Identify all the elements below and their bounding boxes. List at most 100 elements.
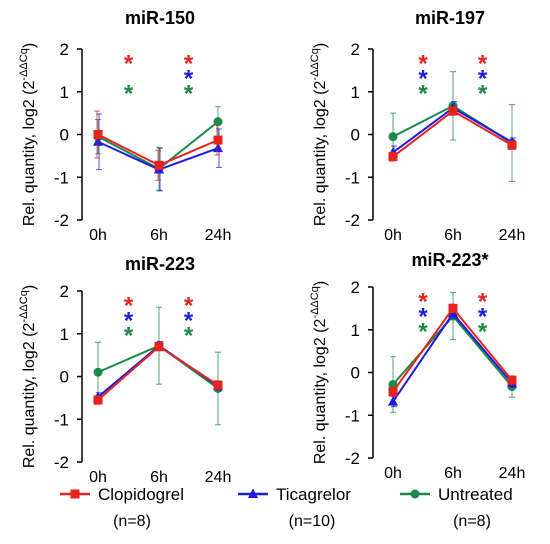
data-point: [388, 379, 398, 389]
chart-title: miR-150: [125, 8, 195, 28]
x-tick-label: 0h: [89, 469, 107, 486]
data-point: [388, 396, 398, 406]
y-tick-label: -1: [54, 168, 69, 187]
significance-star: *: [184, 66, 194, 93]
significance-star: *: [418, 319, 428, 346]
significance-star: *: [124, 323, 134, 350]
x-tick-label: 0h: [384, 227, 402, 244]
y-tick-label: -2: [345, 449, 360, 468]
y-tick-label: 1: [351, 321, 360, 340]
x-tick-label: 24h: [205, 227, 232, 244]
legend-item-untreated: Untreated (n=8): [400, 485, 513, 530]
y-tick-label: -1: [345, 168, 360, 187]
y-tick-label: -2: [54, 211, 69, 230]
series-untreated: [93, 306, 223, 426]
chart-title: miR-223: [125, 254, 195, 274]
y-tick-label: 0: [60, 368, 69, 387]
legend-n: (n=8): [453, 513, 491, 530]
legend-marker: [248, 488, 258, 498]
legend-label: Clopidogrel: [98, 485, 184, 504]
data-point: [213, 142, 223, 153]
significance-star: *: [124, 308, 134, 335]
significance-star: *: [418, 289, 428, 316]
data-point: [154, 342, 164, 352]
y-axis-label: Rel. quantity, log2 (2-ΔΔCq): [309, 281, 329, 464]
significance-star: *: [478, 66, 488, 93]
series-clopidogrel: [93, 341, 223, 405]
data-point: [388, 152, 398, 162]
data-point: [93, 395, 103, 405]
data-point: [93, 136, 103, 146]
series-line: [97, 344, 219, 398]
legend-label: Untreated: [438, 485, 513, 504]
chart-panel-3: miR-223 2 1 0 -1 -2 0h 6h 24h Rel. quantity, log2…: [18, 254, 231, 486]
significance-star: *: [124, 293, 134, 320]
series-clopidogrel: [388, 303, 517, 397]
y-tick-label: -1: [54, 410, 69, 429]
legend-n: (n=8): [113, 513, 151, 530]
y-axis-label: Rel. quantity, log2 (2-ΔΔCq): [18, 285, 38, 468]
x-tick-label: 0h: [89, 227, 107, 244]
y-tick-label: 0: [60, 126, 69, 145]
y-tick-label: 2: [60, 282, 69, 301]
x-tick-label: 6h: [150, 227, 168, 244]
data-point: [507, 140, 517, 150]
significance-star: *: [184, 308, 194, 335]
data-point: [448, 106, 458, 116]
legend-n: (n=10): [289, 513, 336, 530]
significance-star: *: [418, 51, 428, 78]
significance-star: *: [478, 304, 488, 331]
significance-star: *: [124, 51, 134, 78]
x-tick-label: 24h: [499, 465, 526, 482]
significance-star: *: [418, 81, 428, 108]
x-tick-label: 24h: [499, 227, 526, 244]
significance-star: *: [418, 304, 428, 331]
significance-star: *: [478, 319, 488, 346]
y-axis-label: Rel. quantity, log2 (2-ΔΔCq): [18, 43, 38, 226]
data-point: [388, 387, 398, 397]
legend: Clopidogrel (n=8) Ticagrelor (n=10) Untreate…: [60, 485, 513, 530]
legend-label: Ticagrelor: [276, 485, 351, 504]
significance-star: *: [184, 81, 194, 108]
y-axis-label: Rel. quantity, log2 (2-ΔΔCq): [309, 43, 329, 226]
chart-title: miR-223*: [411, 250, 488, 270]
data-point: [93, 367, 103, 377]
y-tick-label: 2: [351, 278, 360, 297]
significance-star: *: [184, 51, 194, 78]
significance-star: *: [418, 66, 428, 93]
y-tick-label: 2: [60, 40, 69, 59]
series-clopidogrel: [93, 110, 223, 181]
series-line: [97, 345, 219, 401]
data-point: [448, 303, 458, 313]
series-clopidogrel: [388, 106, 517, 162]
data-point: [388, 132, 398, 142]
significance-star: *: [478, 289, 488, 316]
x-tick-label: 24h: [205, 469, 232, 486]
data-point: [93, 130, 103, 139]
data-point: [154, 160, 164, 170]
significance-star: *: [124, 81, 134, 108]
chart-panel-1: miR-150 2 1 0 -1 -2 0h 6h 24h Rel. quantity, log2…: [18, 8, 231, 244]
y-tick-label: -1: [345, 406, 360, 425]
y-tick-label: 2: [351, 40, 360, 59]
data-point: [213, 380, 223, 390]
data-point: [213, 117, 223, 127]
significance-star: *: [184, 323, 194, 350]
y-tick-label: 1: [351, 83, 360, 102]
chart-title: miR-197: [415, 8, 485, 28]
y-tick-label: 1: [60, 83, 69, 102]
significance-star: *: [184, 293, 194, 320]
legend-marker: [70, 489, 80, 499]
y-tick-label: -2: [54, 453, 69, 472]
significance-star: *: [478, 81, 488, 108]
x-tick-label: 6h: [150, 469, 168, 486]
series-untreated: [388, 292, 517, 413]
significance-star: *: [478, 51, 488, 78]
y-tick-label: -2: [345, 211, 360, 230]
data-point: [507, 375, 517, 385]
y-tick-label: 0: [351, 126, 360, 145]
legend-item-clopidogrel: Clopidogrel (n=8): [60, 485, 184, 530]
y-tick-label: 0: [351, 364, 360, 383]
series-untreated: [388, 71, 517, 183]
